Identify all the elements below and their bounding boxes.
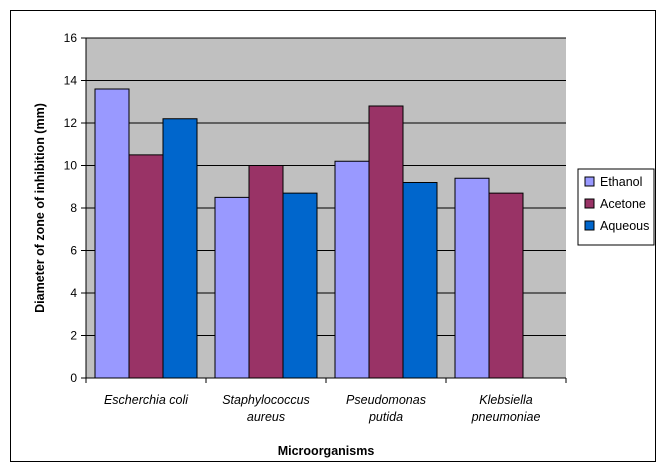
- y-tick-label: 8: [70, 201, 77, 215]
- x-category-label: Klebsiella: [479, 393, 533, 407]
- legend: Ethanol Acetone Aqueous: [577, 168, 655, 246]
- axes: [81, 37, 567, 383]
- bar-acetone: [128, 154, 164, 379]
- tick-labels: 0 2 4 6 8 10 12 14 16 Escherchia coli Staphylococc…: [64, 31, 541, 424]
- bar-ethanol: [94, 88, 130, 379]
- legend-swatch-ethanol: [584, 176, 595, 187]
- bar-ethanol: [334, 160, 370, 379]
- y-tick-label: 0: [70, 371, 77, 385]
- y-tick-label: 4: [70, 286, 77, 300]
- legend-label-ethanol: Ethanol: [600, 175, 642, 189]
- y-axis-title: Diameter of zone of inhibition (mm): [33, 103, 47, 313]
- x-category-label: putida: [368, 410, 403, 424]
- bar-aqueous: [402, 182, 438, 379]
- bar-acetone: [368, 105, 404, 379]
- bar-acetone: [248, 165, 284, 379]
- legend-swatch-aqueous: [584, 220, 595, 231]
- bar-aqueous: [162, 118, 198, 379]
- x-category-label: Pseudomonas: [346, 393, 426, 407]
- x-category-label: Escherchia coli: [104, 393, 189, 407]
- bar-acetone: [488, 192, 524, 379]
- y-tick-label: 2: [70, 329, 77, 343]
- x-category-label: aureus: [247, 410, 285, 424]
- y-tick-label: 6: [70, 244, 77, 258]
- bars: [94, 88, 524, 379]
- y-tick-label: 14: [64, 74, 78, 88]
- y-tick-label: 12: [64, 116, 78, 130]
- bar-ethanol: [454, 177, 490, 379]
- x-category-label: Staphylococcus: [222, 393, 310, 407]
- bar-ethanol: [214, 196, 250, 379]
- x-axis-title: Microorganisms: [278, 444, 375, 458]
- legend-swatch-acetone: [584, 198, 595, 209]
- y-tick-label: 16: [64, 31, 78, 45]
- bar-aqueous: [282, 192, 318, 379]
- y-tick-label: 10: [64, 159, 78, 173]
- x-category-label: pneumoniae: [471, 410, 541, 424]
- legend-label-acetone: Acetone: [600, 197, 646, 211]
- legend-label-aqueous: Aqueous: [600, 219, 649, 233]
